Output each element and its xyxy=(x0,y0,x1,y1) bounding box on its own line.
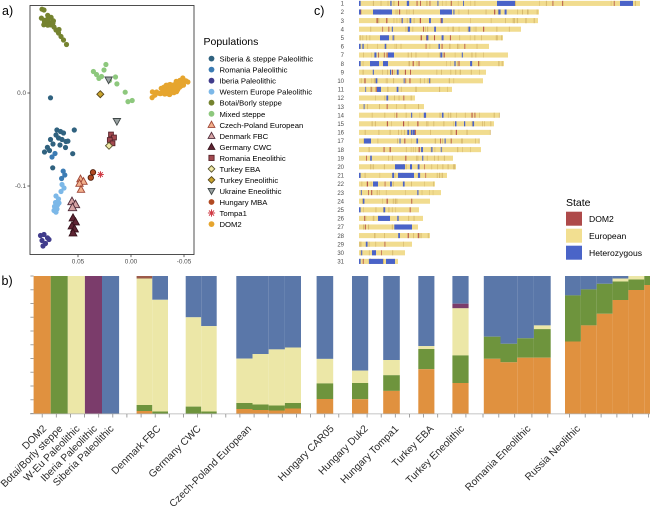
svg-text:10: 10 xyxy=(337,79,344,85)
svg-text:13: 13 xyxy=(337,105,344,111)
svg-text:Hungary MBA: Hungary MBA xyxy=(220,198,269,207)
svg-text:a): a) xyxy=(2,4,13,18)
svg-text:Romania Eneolithic: Romania Eneolithic xyxy=(220,154,286,163)
svg-text:18: 18 xyxy=(337,148,344,154)
svg-text:9: 9 xyxy=(341,70,345,76)
svg-text:8: 8 xyxy=(341,62,345,68)
svg-text:Ukraine Eneolithic: Ukraine Eneolithic xyxy=(220,187,282,196)
svg-text:7: 7 xyxy=(341,53,345,59)
svg-text:29: 29 xyxy=(337,242,344,248)
svg-text:31: 31 xyxy=(337,260,344,266)
svg-text:3: 3 xyxy=(341,19,345,25)
svg-text:Turkey Eneolithic: Turkey Eneolithic xyxy=(404,424,467,487)
svg-text:19: 19 xyxy=(337,156,344,162)
svg-text:11: 11 xyxy=(338,88,345,94)
svg-text:0.0: 0.0 xyxy=(17,90,26,97)
svg-text:Czech-Poland European: Czech-Poland European xyxy=(220,121,304,130)
svg-text:30: 30 xyxy=(337,251,344,257)
svg-text:15: 15 xyxy=(337,122,344,128)
svg-text:Mixed steppe: Mixed steppe xyxy=(220,110,266,119)
svg-text:1: 1 xyxy=(341,2,345,8)
svg-text:4: 4 xyxy=(341,27,345,33)
svg-text:DOM2: DOM2 xyxy=(220,220,242,229)
svg-text:24: 24 xyxy=(337,199,344,205)
svg-text:22: 22 xyxy=(337,182,344,188)
svg-text:14: 14 xyxy=(337,113,344,119)
svg-text:0.00: 0.00 xyxy=(125,259,138,266)
svg-text:Turkey EBA: Turkey EBA xyxy=(220,165,262,174)
svg-text:DOM2: DOM2 xyxy=(589,214,614,224)
svg-text:16: 16 xyxy=(337,131,344,137)
svg-text:Tompa1: Tompa1 xyxy=(220,209,247,218)
svg-text:17: 17 xyxy=(337,139,344,145)
svg-text:5: 5 xyxy=(341,36,345,42)
svg-text:Hungary Tompa1: Hungary Tompa1 xyxy=(339,423,402,486)
svg-text:21: 21 xyxy=(337,174,344,180)
svg-text:Iberia Paleolithic: Iberia Paleolithic xyxy=(220,77,277,86)
svg-text:Germany CWC: Germany CWC xyxy=(220,143,273,152)
svg-text:Czech-Poland European: Czech-Poland European xyxy=(168,424,254,506)
svg-text:Romania Eneolithic: Romania Eneolithic xyxy=(463,424,533,494)
svg-text:Romania Paleolithic: Romania Paleolithic xyxy=(220,66,288,75)
svg-text:Siberia & steppe Paleolithic: Siberia & steppe Paleolithic xyxy=(220,55,314,64)
svg-text:State: State xyxy=(566,197,591,209)
svg-text:-0.1: -0.1 xyxy=(15,183,26,190)
svg-text:12: 12 xyxy=(337,96,344,102)
svg-text:0.05: 0.05 xyxy=(72,259,85,266)
svg-text:Hungary CAR05: Hungary CAR05 xyxy=(276,423,336,483)
svg-text:Turkey Eneolithic: Turkey Eneolithic xyxy=(220,176,279,185)
svg-text:27: 27 xyxy=(337,225,344,231)
svg-text:23: 23 xyxy=(337,191,344,197)
svg-text:Botai/Borly steppe: Botai/Borly steppe xyxy=(220,99,282,108)
svg-text:25: 25 xyxy=(337,208,344,214)
svg-text:28: 28 xyxy=(337,234,344,240)
svg-text:6: 6 xyxy=(341,45,345,51)
svg-text:c): c) xyxy=(314,4,324,18)
svg-text:Western Europe Paleolithic: Western Europe Paleolithic xyxy=(220,88,313,97)
svg-text:Heterozygous: Heterozygous xyxy=(589,248,642,258)
svg-text:European: European xyxy=(589,231,626,241)
svg-text:2: 2 xyxy=(341,10,345,16)
svg-text:20: 20 xyxy=(337,165,344,171)
svg-text:b): b) xyxy=(2,274,13,288)
svg-text:Populations: Populations xyxy=(204,36,259,48)
svg-text:Russia Neolithic: Russia Neolithic xyxy=(523,424,582,483)
svg-text:-0.05: -0.05 xyxy=(177,259,192,266)
svg-text:Denmark FBC: Denmark FBC xyxy=(220,132,269,141)
svg-text:26: 26 xyxy=(337,217,344,223)
